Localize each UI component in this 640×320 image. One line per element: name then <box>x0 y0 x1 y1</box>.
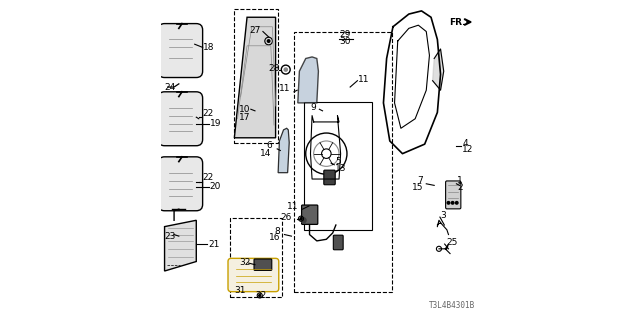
Text: 22: 22 <box>203 173 214 182</box>
Text: 30: 30 <box>340 36 351 45</box>
Text: 20: 20 <box>210 182 221 191</box>
Circle shape <box>301 218 306 223</box>
Text: 12: 12 <box>462 145 474 154</box>
Text: 2: 2 <box>457 183 463 192</box>
Text: 16: 16 <box>269 233 280 242</box>
Circle shape <box>284 68 287 71</box>
Text: 23: 23 <box>164 232 175 241</box>
Text: 7: 7 <box>417 176 423 185</box>
FancyBboxPatch shape <box>158 92 203 146</box>
Text: 17: 17 <box>239 113 251 122</box>
Text: 13: 13 <box>335 164 347 173</box>
FancyBboxPatch shape <box>445 181 461 209</box>
Text: 22: 22 <box>203 108 214 117</box>
Polygon shape <box>278 128 289 173</box>
FancyBboxPatch shape <box>158 24 203 77</box>
Polygon shape <box>298 57 319 103</box>
Text: 25: 25 <box>446 238 458 247</box>
Text: 11: 11 <box>358 75 369 84</box>
Circle shape <box>300 218 302 220</box>
Text: 5: 5 <box>335 157 341 166</box>
FancyBboxPatch shape <box>324 170 335 185</box>
Text: 6: 6 <box>266 141 272 150</box>
Text: 10: 10 <box>239 105 251 114</box>
Polygon shape <box>234 17 276 138</box>
FancyBboxPatch shape <box>158 157 203 211</box>
Circle shape <box>456 202 458 204</box>
Text: 4: 4 <box>462 139 468 148</box>
Text: 18: 18 <box>204 43 215 52</box>
Circle shape <box>451 202 454 204</box>
Text: 15: 15 <box>412 183 423 192</box>
Bar <box>234 9 278 142</box>
Text: 19: 19 <box>210 119 221 128</box>
Polygon shape <box>164 220 196 271</box>
Text: 11: 11 <box>279 84 291 93</box>
Bar <box>294 32 392 292</box>
Bar <box>230 218 282 297</box>
Text: 14: 14 <box>260 149 272 158</box>
FancyBboxPatch shape <box>254 259 272 270</box>
Text: 22: 22 <box>255 291 266 300</box>
Text: 27: 27 <box>250 26 260 35</box>
Text: 32: 32 <box>239 258 250 267</box>
Text: FR.: FR. <box>449 18 465 27</box>
FancyBboxPatch shape <box>333 235 343 250</box>
Bar <box>303 102 372 230</box>
Circle shape <box>447 202 450 204</box>
Polygon shape <box>433 49 444 90</box>
Text: 8: 8 <box>275 227 280 236</box>
Text: 3: 3 <box>440 211 446 220</box>
Text: 26: 26 <box>280 212 291 222</box>
Text: 29: 29 <box>340 30 351 39</box>
Text: 31: 31 <box>234 285 246 295</box>
Text: T3L4B4301B: T3L4B4301B <box>429 301 475 310</box>
Text: 1: 1 <box>457 176 463 185</box>
Text: 11: 11 <box>287 203 298 212</box>
Text: 9: 9 <box>310 103 316 112</box>
Circle shape <box>259 294 260 296</box>
Text: 28: 28 <box>269 63 280 73</box>
Circle shape <box>268 40 270 42</box>
Text: 24: 24 <box>164 83 175 92</box>
Text: 21: 21 <box>208 240 220 249</box>
FancyBboxPatch shape <box>228 258 279 292</box>
FancyBboxPatch shape <box>301 205 318 224</box>
